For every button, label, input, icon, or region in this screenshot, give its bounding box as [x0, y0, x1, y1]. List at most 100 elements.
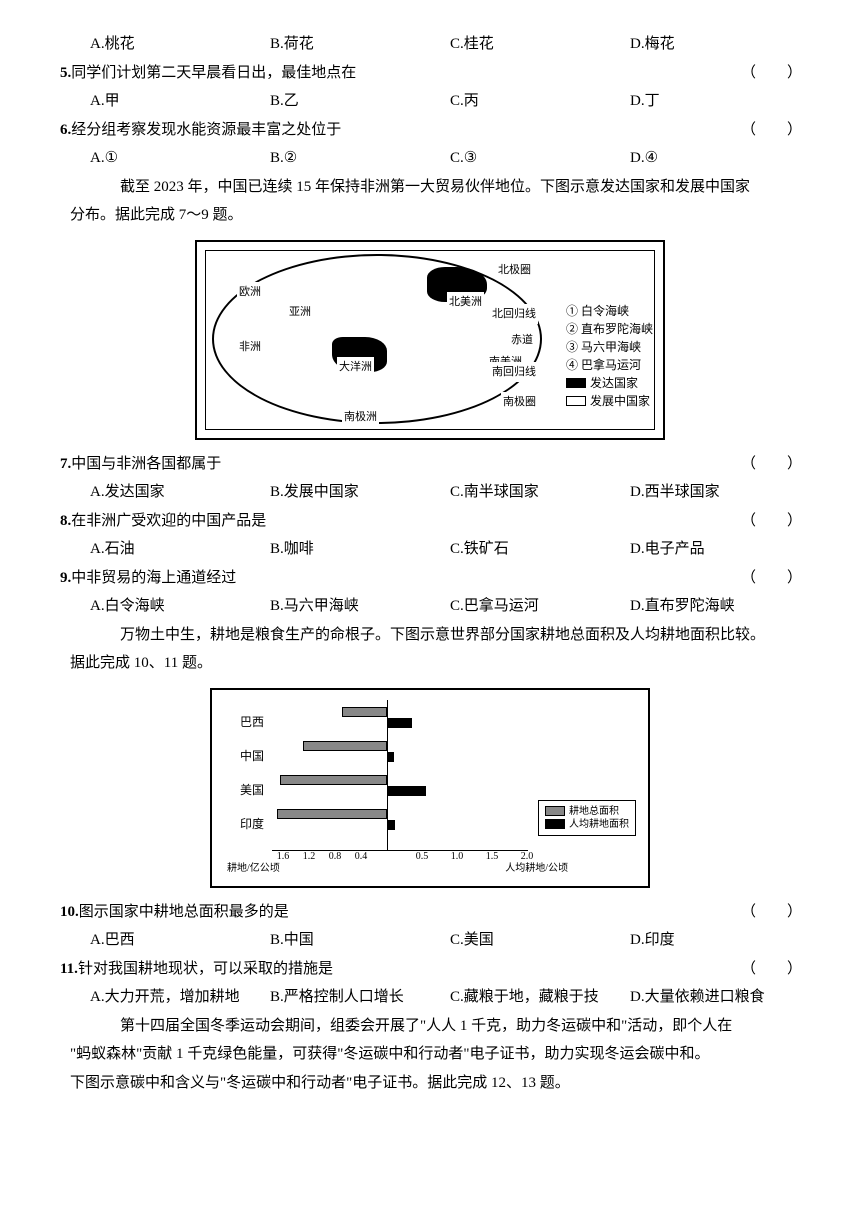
option-b: B.②: [270, 144, 450, 173]
q11-paren: （ ）: [741, 955, 810, 984]
q6-text: 经分组考察发现水能资源最丰富之处位于: [71, 122, 341, 138]
passage-1b: 分布。据此完成 7～9 题。: [50, 201, 810, 230]
passage-2b: 据此完成 10、11 题。: [50, 649, 810, 678]
label-asia: 亚洲: [287, 302, 313, 323]
tick-right: 0.5: [416, 847, 429, 866]
world-map-figure: 亚洲 欧洲 非洲 北美洲 南美洲 大洋洲 南极洲 北极圈 北回归线 赤道 南回归…: [50, 240, 810, 440]
option-b: B.发展中国家: [270, 478, 450, 507]
q9-paren: （ ）: [741, 564, 810, 593]
q8-options: A.石油 B.咖啡 C.铁矿石 D.电子产品: [50, 535, 810, 564]
option-d: D.④: [630, 144, 810, 173]
q6-num: 6.: [60, 122, 71, 138]
chart-country-label: 美国: [232, 779, 264, 802]
legend-total: 耕地总面积: [569, 805, 619, 818]
bar-per-capita: [387, 786, 426, 796]
option-c: C.藏粮于地，藏粮于技: [450, 983, 630, 1012]
q8-num: 8.: [60, 513, 71, 529]
question-8: 8.在非洲广受欢迎的中国产品是 （ ）: [50, 507, 810, 536]
option-a: A.巴西: [90, 926, 270, 955]
question-5: 5.同学们计划第二天早晨看日出，最佳地点在 （ ）: [50, 59, 810, 88]
chart-row: [272, 739, 638, 765]
chart-row: [272, 705, 638, 731]
bar-per-capita: [387, 820, 395, 830]
q7-text: 中国与非洲各国都属于: [71, 456, 221, 472]
q6-paren: （ ）: [741, 116, 810, 145]
bar-total-area: [342, 707, 388, 717]
q8-text: 在非洲广受欢迎的中国产品是: [71, 513, 266, 529]
bar-per-capita: [387, 718, 412, 728]
tick-left: 1.2: [303, 847, 316, 866]
option-c: C.巴拿马运河: [450, 592, 630, 621]
option-b: B.严格控制人口增长: [270, 983, 450, 1012]
option-d: D.西半球国家: [630, 478, 810, 507]
tick-right: 2.0: [521, 847, 534, 866]
option-c: C.③: [450, 144, 630, 173]
q5-options: A.甲 B.乙 C.丙 D.丁: [50, 87, 810, 116]
swatch-developing: [566, 396, 586, 406]
option-a: A.①: [90, 144, 270, 173]
option-d: D.直布罗陀海峡: [630, 592, 810, 621]
option-d: D.印度: [630, 926, 810, 955]
option-c: C.南半球国家: [450, 478, 630, 507]
chart-country-label: 中国: [232, 745, 264, 768]
xlabel-right: 人均耕地/公顷: [505, 859, 568, 878]
label-oceania: 大洋洲: [337, 357, 374, 378]
q7-num: 7.: [60, 456, 71, 472]
swatch-developed: [566, 378, 586, 388]
option-d: D.电子产品: [630, 535, 810, 564]
option-a: A.甲: [90, 87, 270, 116]
q5-paren: （ ）: [741, 59, 810, 88]
passage-3c: 下图示意碳中和含义与"冬运碳中和行动者"电子证书。据此完成 12、13 题。: [50, 1069, 810, 1098]
legend-5: 发达国家: [590, 374, 638, 392]
passage-2: 万物土中生，耕地是粮食生产的命根子。下图示意世界部分国家耕地总面积及人均耕地面积…: [50, 621, 810, 650]
question-7: 7.中国与非洲各国都属于 （ ）: [50, 450, 810, 479]
option-d: D.大量依赖进口粮食: [630, 983, 810, 1012]
q5-num: 5.: [60, 65, 71, 81]
option-b: B.乙: [270, 87, 450, 116]
q9-num: 9.: [60, 570, 71, 586]
option-c: C.桂花: [450, 30, 630, 59]
legend-percap: 人均耕地面积: [569, 818, 629, 831]
farmland-chart: 耕地/亿公顷 人均耕地/公顷 1.61.20.80.40.51.01.52.0 …: [210, 688, 650, 888]
label-europe: 欧洲: [237, 282, 263, 303]
question-11: 11.针对我国耕地现状，可以采取的措施是 （ ）: [50, 955, 810, 984]
map-legend: ① 白令海峡 ② 直布罗陀海峡 ③ 马六甲海峡 ④ 巴拿马运河 发达国家 发展中…: [566, 302, 653, 410]
question-10: 10.图示国家中耕地总面积最多的是 （ ）: [50, 898, 810, 927]
legend-6: 发展中国家: [590, 392, 650, 410]
q7-paren: （ ）: [741, 450, 810, 479]
swatch-total: [545, 806, 565, 816]
q11-num: 11.: [60, 961, 78, 977]
label-antarctic: 南极圈: [501, 392, 538, 413]
option-b: B.荷花: [270, 30, 450, 59]
passage-3a: 第十四届全国冬季运动会期间，组委会开展了"人人 1 千克，助力冬运碳中和"活动，…: [50, 1012, 810, 1041]
label-tropic-s: 南回归线: [490, 362, 538, 383]
chart-row: [272, 773, 638, 799]
q4-options: A.桃花 B.荷花 C.桂花 D.梅花: [50, 30, 810, 59]
option-a: A.白令海峡: [90, 592, 270, 621]
q10-paren: （ ）: [741, 898, 810, 927]
option-d: D.丁: [630, 87, 810, 116]
option-c: C.丙: [450, 87, 630, 116]
label-arctic: 北极圈: [496, 260, 533, 281]
question-9: 9.中非贸易的海上通道经过 （ ）: [50, 564, 810, 593]
passage-3b: "蚂蚁森林"贡献 1 千克绿色能量，可获得"冬运碳中和行动者"电子证书，助力实现…: [50, 1040, 810, 1069]
bar-total-area: [277, 809, 388, 819]
label-antarctica: 南极洲: [342, 407, 379, 428]
q11-options: A.大力开荒，增加耕地 B.严格控制人口增长 C.藏粮于地，藏粮于技 D.大量依…: [50, 983, 810, 1012]
chart-legend: 耕地总面积 人均耕地面积: [538, 800, 636, 836]
question-6: 6.经分组考察发现水能资源最丰富之处位于 （ ）: [50, 116, 810, 145]
option-c: C.美国: [450, 926, 630, 955]
label-tropic-n: 北回归线: [490, 304, 538, 325]
legend-4: ④ 巴拿马运河: [566, 356, 653, 374]
option-a: A.桃花: [90, 30, 270, 59]
option-a: A.石油: [90, 535, 270, 564]
q10-text: 图示国家中耕地总面积最多的是: [79, 904, 289, 920]
q6-options: A.① B.② C.③ D.④: [50, 144, 810, 173]
option-a: A.发达国家: [90, 478, 270, 507]
passage-1: 截至 2023 年，中国已连续 15 年保持非洲第一大贸易伙伴地位。下图示意发达…: [50, 173, 810, 202]
legend-3: ③ 马六甲海峡: [566, 338, 653, 356]
q10-options: A.巴西 B.中国 C.美国 D.印度: [50, 926, 810, 955]
label-equator: 赤道: [509, 330, 535, 351]
label-na: 北美洲: [447, 292, 484, 313]
option-c: C.铁矿石: [450, 535, 630, 564]
